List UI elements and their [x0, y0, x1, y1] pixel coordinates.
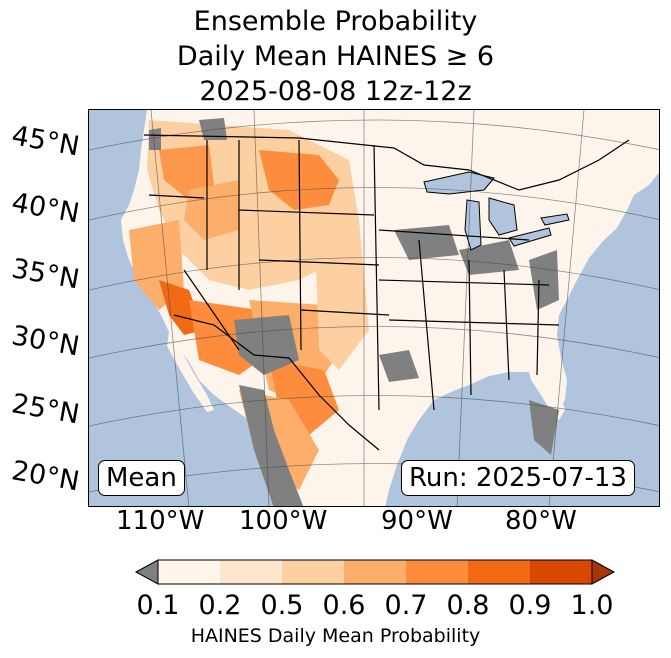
state-line	[148, 194, 205, 199]
missing-patch	[529, 400, 559, 455]
parallel-35	[89, 257, 659, 291]
colorbar-tick-label: 0.2	[198, 590, 242, 621]
state-line	[418, 239, 435, 411]
prob-region-idaho	[184, 180, 239, 240]
colorbar	[134, 559, 616, 585]
colorbar-segments	[158, 560, 592, 584]
colorbar-segment	[220, 560, 282, 584]
prob-region-oregon	[159, 145, 214, 200]
missing-patch	[239, 385, 304, 506]
state-line	[378, 229, 530, 241]
colorbar-tick-label: 0.6	[322, 590, 366, 621]
meridian-110	[150, 110, 190, 506]
lat-label-20: 20°N	[9, 455, 82, 498]
title-line-3: 2025-08-08 12z-12z	[199, 76, 472, 107]
state-line	[373, 144, 380, 411]
colorbar-segment	[282, 560, 344, 584]
us-mexico-border	[173, 314, 380, 451]
mean-badge: Mean	[98, 460, 185, 496]
missing-patch	[199, 118, 227, 140]
meridian-100	[253, 110, 270, 506]
colorbar-over-triangle	[591, 559, 616, 585]
colorbar-tick-label: 1.0	[570, 590, 614, 621]
state-line	[298, 139, 302, 351]
state-line	[468, 259, 472, 396]
lon-label-100: 100°W	[239, 506, 328, 536]
state-line	[238, 209, 375, 216]
colorbar-outline	[157, 559, 593, 585]
meridian-70	[548, 110, 585, 506]
us-canada-border	[143, 134, 630, 191]
map-panel	[88, 109, 660, 507]
great-lakes	[423, 171, 570, 251]
colorbar-label: HAINES Daily Mean Probability	[190, 625, 481, 647]
lat-label-35: 35°N	[9, 253, 82, 296]
colorbar-under-triangle	[134, 559, 159, 585]
lon-label-80: 80°W	[505, 506, 577, 536]
lat-label-30: 30°N	[9, 320, 82, 363]
lake-michigan	[464, 199, 482, 251]
map-canvas	[89, 110, 659, 506]
parallel-25	[89, 395, 659, 427]
lake-huron	[488, 197, 518, 236]
gulf-of-mexico	[407, 378, 549, 482]
parallel-30	[89, 326, 659, 359]
state-line	[388, 319, 560, 326]
run-date-badge: Run: 2025-07-13	[401, 460, 635, 496]
state-line	[183, 269, 240, 351]
title-line-2: Daily Mean HAINES ≥ 6	[176, 41, 495, 72]
lat-label-25: 25°N	[9, 388, 82, 431]
colorbar-segment	[406, 560, 468, 584]
lon-label-110: 110°W	[116, 506, 205, 536]
colorbar-tick-label: 0.5	[260, 590, 304, 621]
state-boundaries	[143, 134, 630, 451]
colorbar-segment	[158, 560, 220, 584]
lat-label-45: 45°N	[9, 120, 82, 163]
lake-ontario	[540, 213, 570, 226]
colorbar-segment	[530, 560, 592, 584]
state-line	[378, 279, 550, 286]
colorbar-segment	[344, 560, 406, 584]
colorbar-tick-label: 0.9	[508, 590, 552, 621]
state-line	[536, 279, 540, 376]
prob-region-plains	[314, 210, 369, 370]
title-line-1: Ensemble Probability	[193, 6, 478, 37]
state-line	[300, 309, 390, 316]
missing-patch	[149, 128, 161, 150]
baja-peninsula	[167, 332, 214, 412]
lake-superior	[423, 171, 495, 195]
colorbar-tick-label: 0.1	[136, 590, 180, 621]
lon-label-90: 90°W	[381, 506, 453, 536]
meridian-80	[456, 110, 475, 506]
colorbar-segment	[468, 560, 530, 584]
lake-erie	[508, 227, 552, 247]
missing-patch	[379, 350, 419, 382]
missing-patch	[529, 250, 559, 310]
state-line	[258, 259, 380, 266]
colorbar-tick-label: 0.8	[446, 590, 490, 621]
colorbar-tick-label: 0.7	[384, 590, 428, 621]
lat-label-40: 40°N	[9, 187, 82, 230]
state-line	[503, 269, 510, 381]
